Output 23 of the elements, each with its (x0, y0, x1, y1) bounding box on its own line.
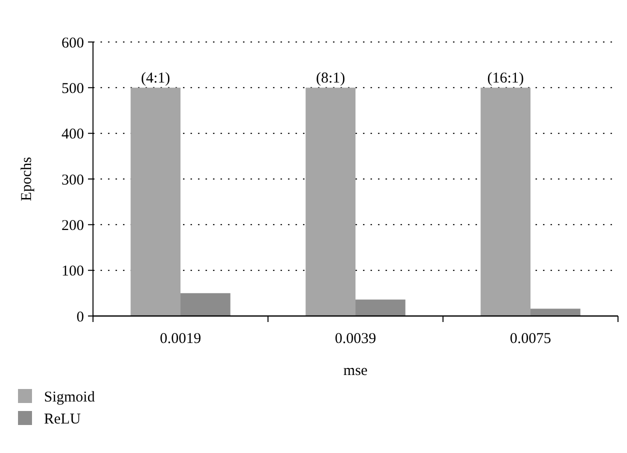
x-tick-label: 0.0039 (334, 331, 376, 347)
x-tick-label: 0.0019 (160, 331, 202, 347)
legend-label: ReLU (44, 411, 81, 428)
annotation: (4:1) (140, 70, 170, 87)
bar (530, 308, 580, 316)
y-tick-label: 400 (62, 126, 84, 143)
y-tick-label: 300 (62, 172, 84, 188)
y-axis-title: Epochs (19, 156, 35, 202)
y-tick-label: 600 (62, 35, 84, 52)
y-tick-label: 0 (76, 309, 84, 326)
x-tick-label: 0.0075 (510, 331, 552, 347)
annotation: (16:1) (487, 70, 524, 87)
bar (356, 300, 406, 316)
y-tick-label: 100 (62, 264, 84, 280)
x-axis-title: mse (343, 363, 368, 379)
bar (180, 293, 230, 316)
annotation: (8:1) (316, 70, 346, 87)
legend-label: Sigmoid (44, 389, 96, 406)
y-tick-label: 200 (62, 218, 84, 234)
y-tick-label: 500 (62, 80, 84, 97)
bar (306, 88, 356, 316)
bar (480, 88, 530, 316)
bar (130, 88, 180, 316)
